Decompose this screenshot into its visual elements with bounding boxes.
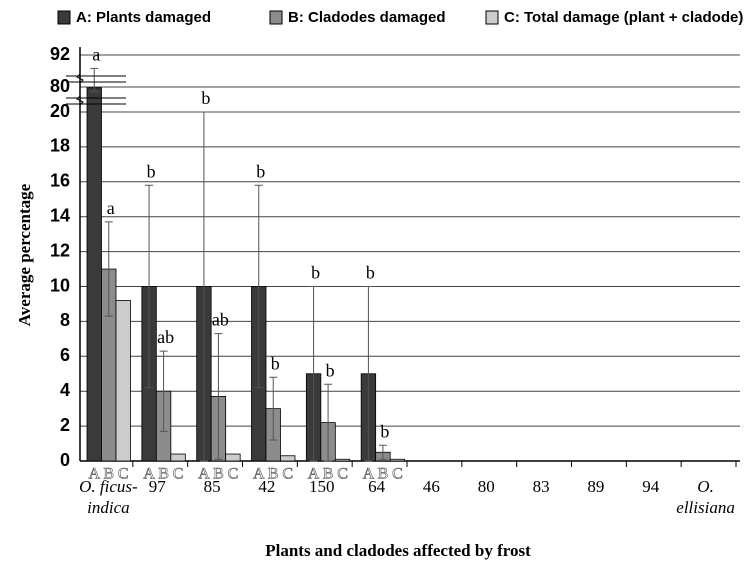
significance-letter: b — [271, 353, 280, 373]
group-label: B — [378, 466, 389, 483]
group-label: C — [118, 466, 129, 483]
x-tick-label: 64 — [368, 477, 386, 496]
y-tick-label: 2 — [60, 415, 70, 435]
y-tick-label: 12 — [50, 240, 70, 260]
y-tick-label: 18 — [50, 136, 70, 156]
legend-swatch — [485, 10, 499, 25]
group-label: B — [158, 466, 169, 483]
x-tick-label: 97 — [148, 477, 166, 496]
bar — [170, 453, 186, 462]
group-label: A — [143, 466, 155, 483]
bar — [225, 453, 241, 462]
error-bar — [199, 111, 208, 462]
x-axis-label: Plants and cladodes affected by frost — [265, 541, 531, 560]
group-label: A — [88, 466, 100, 483]
significance-letter: b — [326, 360, 335, 380]
x-tick-label: 83 — [532, 477, 550, 496]
group-label: C — [392, 466, 403, 483]
significance-letter: b — [147, 161, 156, 181]
y-tick-label: 80 — [50, 76, 70, 96]
bar — [389, 458, 406, 462]
group-label: B — [268, 466, 279, 483]
group-label: B — [103, 466, 114, 483]
y-tick-label: 4 — [60, 380, 70, 400]
x-tick-label: 46 — [422, 477, 440, 496]
legend-label: A: Plants damaged — [76, 9, 211, 26]
legend-label: C: Total damage (plant + cladode) — [504, 9, 743, 26]
error-bar — [364, 286, 373, 462]
y-axis-label: Average percentage — [15, 183, 34, 326]
x-tick-label: 89 — [587, 477, 605, 496]
bar — [334, 458, 351, 462]
axis-break — [66, 73, 126, 106]
x-tick-label: O. ficus-indica — [79, 477, 138, 517]
significance-letter: ab — [157, 327, 174, 347]
significance-letter: b — [256, 161, 265, 181]
y-tick-label: 20 — [50, 101, 70, 121]
legend-label: B: Cladodes damaged — [288, 9, 446, 26]
y-tick-label: 14 — [50, 205, 70, 225]
x-tick-label: 42 — [258, 477, 276, 496]
y-tick-label: 8 — [60, 310, 70, 330]
legend-swatch — [57, 10, 71, 25]
significance-letter: b — [380, 421, 389, 441]
error-bar — [159, 350, 168, 432]
error-bar — [254, 184, 263, 389]
error-bar — [90, 67, 99, 93]
bar — [280, 455, 296, 462]
y-tick-label: 92 — [50, 44, 70, 64]
x-tick-label: 80 — [477, 477, 495, 496]
y-tick-label: 16 — [50, 171, 70, 191]
group-label: A — [363, 466, 375, 483]
significance-letter: a — [92, 44, 100, 64]
significance-letter: b — [201, 88, 210, 108]
group-label: A — [198, 466, 210, 483]
x-tick-label: 150 — [308, 477, 335, 496]
group-label: C — [228, 466, 239, 483]
significance-letter: b — [311, 263, 320, 283]
bar — [86, 87, 102, 462]
group-label: B — [323, 466, 334, 483]
x-tick-label: O. ellisiana — [676, 477, 735, 517]
group-label: C — [282, 466, 293, 483]
group-label: C — [173, 466, 184, 483]
group-label: B — [213, 466, 224, 483]
bar — [115, 300, 131, 462]
group-label: A — [253, 466, 265, 483]
group-label: A — [308, 466, 320, 483]
error-bar — [309, 286, 318, 462]
y-tick-label: 6 — [60, 345, 70, 365]
significance-letter: ab — [212, 310, 229, 330]
y-tick-label: 0 — [60, 450, 70, 470]
error-bar — [214, 333, 223, 460]
legend-swatch — [269, 10, 283, 25]
x-tick-label: 85 — [203, 477, 221, 496]
x-tick-label: 94 — [642, 477, 660, 496]
error-bar — [104, 221, 113, 317]
error-bar — [269, 376, 278, 441]
group-label: C — [337, 466, 348, 483]
error-bar — [145, 184, 154, 389]
error-bar — [378, 444, 387, 460]
error-bar — [324, 383, 333, 462]
y-tick-label: 10 — [50, 275, 70, 295]
significance-letter: a — [107, 198, 115, 218]
significance-letter: b — [366, 263, 375, 283]
